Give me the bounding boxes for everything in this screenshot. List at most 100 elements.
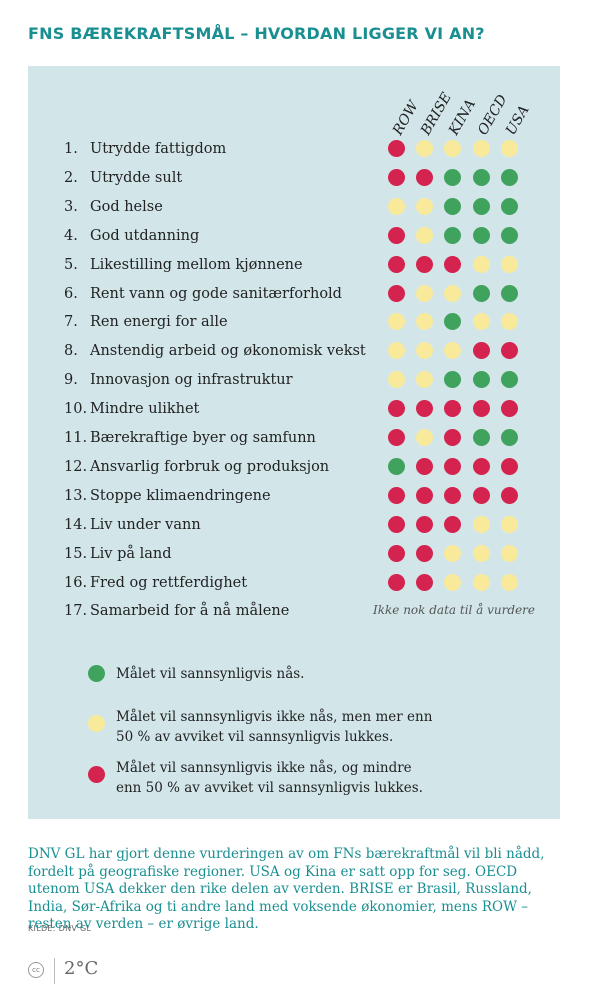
legend-dot-green [88, 665, 105, 682]
row-label: Utrydde fattigdom [90, 141, 227, 157]
status-dot-row-red [387, 486, 405, 504]
status-dot-row-yellow [387, 342, 405, 360]
status-dot-kina-green [443, 371, 461, 389]
status-dot-kina-red [443, 457, 461, 475]
status-dot-kina-red [443, 429, 461, 446]
row-number: 2. [64, 169, 78, 186]
row-number: 16. [64, 574, 88, 591]
two-degrees-logo: 2°C [64, 958, 99, 979]
table-row: 3. God helse [64, 197, 534, 226]
row-label: Samarbeid for å nå målene [90, 603, 290, 620]
table-row: 16. Fred og rettferdighet [64, 573, 534, 602]
status-dot-usa-green [500, 371, 518, 389]
status-dot-row-red [387, 429, 405, 446]
row-label: Rent vann og gode sanitærforhold [90, 285, 342, 302]
row-number: 11. [64, 430, 88, 446]
status-dot-oecd-red [472, 400, 490, 418]
row-label: Fred og rettferdighet [90, 574, 248, 591]
status-dot-row-red [387, 168, 405, 186]
status-dot-brise-red [415, 400, 433, 418]
footer-divider [54, 958, 55, 984]
row-number: 6. [64, 285, 78, 302]
row-number: 14. [64, 516, 88, 533]
status-dot-oecd-yellow [472, 313, 490, 331]
status-dot-usa-red [500, 486, 518, 504]
row-label: Utrydde sult [90, 169, 183, 186]
status-dot-row-red [387, 400, 405, 418]
table-row: 10. Mindre ulikhet [64, 399, 534, 428]
table-row: 2. Utrydde sult [64, 168, 534, 197]
table-row: 9. Innovasjon og infrastruktur [64, 370, 534, 399]
row-label: God utdanning [90, 227, 200, 244]
row-label: Liv på land [90, 545, 172, 562]
row-number: 9. [64, 372, 78, 389]
status-dot-usa-yellow [500, 255, 518, 273]
status-dot-brise-red [415, 544, 433, 562]
status-dot-row-red [387, 544, 405, 562]
table-row: 7. Ren energi for alle [64, 312, 534, 341]
table-row: 12. Ansvarlig forbruk og produksjon [64, 457, 534, 486]
status-dot-usa-yellow [500, 515, 518, 533]
status-dot-usa-yellow [500, 313, 518, 331]
row-label: Bærekraftige byer og samfunn [90, 430, 316, 446]
status-dot-brise-yellow [415, 226, 433, 244]
status-dot-brise-yellow [415, 342, 433, 360]
row-number: 8. [64, 343, 78, 360]
status-dot-kina-red [443, 400, 461, 418]
row-label: Anstendig arbeid og økonomisk vekst [90, 343, 366, 360]
row-label: Ren energi for alle [90, 314, 228, 331]
legend-dot-yellow [88, 715, 105, 732]
status-dot-row-red [387, 255, 405, 273]
legend-text: Målet vil sannsynligvis nås. [116, 666, 305, 682]
status-dot-brise-red [415, 573, 433, 591]
row-number: 12. [64, 458, 88, 475]
status-dot-row-yellow [387, 371, 405, 389]
table-row: 13. Stoppe klimaendringene [64, 486, 534, 515]
status-dot-kina-yellow [443, 544, 461, 562]
table-row: 14. Liv under vann [64, 515, 534, 544]
row-number: 1. [64, 141, 78, 157]
status-dot-brise-yellow [415, 197, 433, 215]
status-dot-usa-yellow [500, 140, 518, 157]
status-dot-row-red [387, 284, 405, 302]
row-number: 4. [64, 227, 78, 244]
table-row: 4. God utdanning [64, 226, 534, 255]
status-dot-kina-yellow [443, 284, 461, 302]
status-dot-brise-red [415, 515, 433, 533]
status-dot-usa-yellow [500, 573, 518, 591]
status-dot-brise-yellow [415, 429, 433, 446]
status-dot-oecd-yellow [472, 140, 490, 157]
table-row: 15. Liv på land [64, 544, 534, 573]
status-dot-brise-yellow [415, 313, 433, 331]
status-dot-oecd-green [472, 284, 490, 302]
status-dot-kina-yellow [443, 573, 461, 591]
footer: cc 2°C [28, 958, 148, 984]
row-label: Likestilling mellom kjønnene [90, 256, 303, 273]
status-dot-oecd-red [472, 457, 490, 475]
page-title: FNS BÆREKRAFTSMÅL – HVORDAN LIGGER VI AN… [28, 24, 485, 43]
row-label: Liv under vann [90, 516, 201, 533]
row-number: 5. [64, 256, 78, 273]
status-dot-brise-red [415, 255, 433, 273]
status-dot-brise-yellow [415, 371, 433, 389]
status-dot-row-red [387, 226, 405, 244]
status-dot-oecd-yellow [472, 255, 490, 273]
status-dot-kina-green [443, 226, 461, 244]
status-dot-brise-red [415, 168, 433, 186]
status-dot-kina-green [443, 313, 461, 331]
no-data-note: Ikke nok data til å vurdere [373, 603, 536, 617]
row-label: Mindre ulikhet [90, 401, 200, 418]
status-dot-kina-yellow [443, 342, 461, 360]
row-number: 7. [64, 314, 78, 331]
row-label: Ansvarlig forbruk og produksjon [90, 458, 330, 475]
status-dot-oecd-green [472, 429, 490, 446]
status-dot-oecd-yellow [472, 544, 490, 562]
status-dot-usa-green [500, 168, 518, 186]
chart-panel [28, 66, 560, 819]
status-dot-brise-red [415, 486, 433, 504]
table-row: 5. Likestilling mellom kjønnene [64, 255, 534, 284]
row-label: God helse [90, 198, 163, 215]
legend-dot-red [88, 766, 105, 783]
status-dot-row-yellow [387, 197, 405, 215]
status-dot-kina-red [443, 515, 461, 533]
